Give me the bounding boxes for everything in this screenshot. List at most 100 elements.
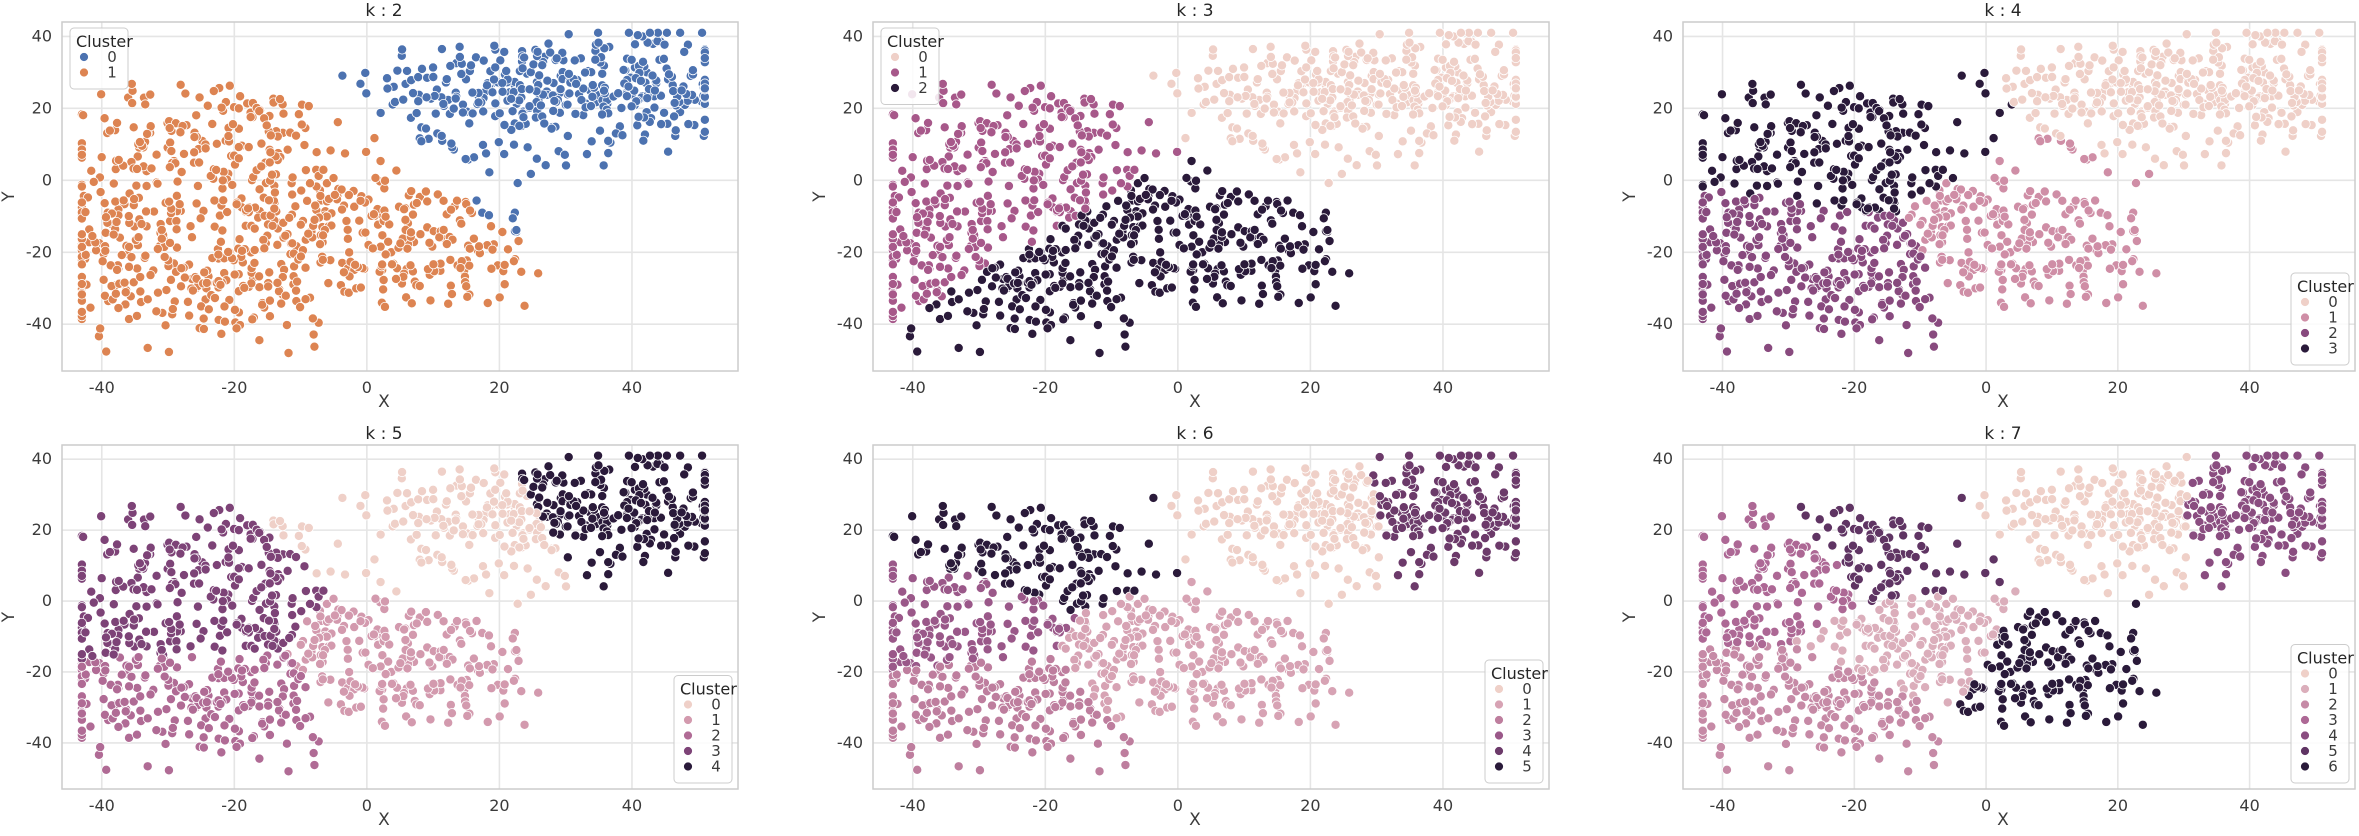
scatter-point bbox=[380, 249, 391, 260]
scatter-point bbox=[156, 653, 167, 664]
scatter-point bbox=[88, 597, 99, 608]
scatter-point bbox=[328, 593, 339, 604]
scatter-point bbox=[1715, 323, 1726, 334]
scatter-point bbox=[340, 148, 351, 159]
scatter-point bbox=[1022, 138, 1033, 149]
scatter-point bbox=[96, 152, 107, 163]
legend-marker bbox=[2300, 312, 2310, 323]
scatter-point bbox=[935, 261, 946, 272]
scatter-point bbox=[87, 651, 98, 662]
scatter-point bbox=[233, 574, 244, 585]
scatter-point bbox=[2154, 100, 2165, 111]
scatter-point bbox=[343, 706, 354, 717]
scatter-point bbox=[227, 540, 238, 551]
scatter-point bbox=[267, 220, 278, 231]
scatter-point bbox=[1336, 168, 1347, 179]
scatter-point bbox=[1165, 215, 1176, 226]
scatter-point bbox=[243, 623, 254, 634]
scatter-point bbox=[292, 276, 303, 287]
scatter-point bbox=[160, 320, 171, 331]
scatter-point bbox=[617, 551, 628, 562]
scatter-point bbox=[1886, 169, 1897, 180]
scatter-point bbox=[1869, 257, 1880, 268]
scatter-point bbox=[1193, 83, 1204, 94]
scatter-point bbox=[2044, 295, 2055, 306]
scatter-point bbox=[2076, 107, 2087, 118]
scatter-point bbox=[338, 686, 349, 697]
scatter-point bbox=[1033, 207, 1044, 218]
scatter-point bbox=[2247, 39, 2258, 50]
scatter-point bbox=[1179, 209, 1190, 220]
scatter-point bbox=[2047, 71, 2058, 82]
scatter-point bbox=[2017, 94, 2028, 105]
scatter-point bbox=[1898, 108, 1909, 119]
scatter-point bbox=[562, 552, 573, 563]
scatter-point bbox=[1197, 259, 1208, 270]
scatter-point bbox=[580, 489, 591, 500]
scatter-point bbox=[245, 112, 256, 123]
scatter-point bbox=[910, 198, 921, 209]
scatter-point bbox=[2064, 204, 2075, 215]
scatter-point bbox=[1785, 162, 1796, 173]
scatter-point bbox=[1839, 301, 1850, 312]
scatter-point bbox=[2196, 83, 2207, 94]
scatter-point bbox=[669, 533, 680, 544]
scatter-point bbox=[1308, 86, 1319, 97]
scatter-point bbox=[1441, 461, 1452, 472]
scatter-point bbox=[540, 581, 551, 592]
scatter-point bbox=[272, 697, 283, 708]
scatter-point bbox=[315, 239, 326, 250]
scatter-point bbox=[1963, 287, 1974, 298]
scatter-point bbox=[382, 495, 393, 506]
scatter-point bbox=[1310, 279, 1321, 290]
scatter-point bbox=[171, 216, 182, 227]
scatter-point bbox=[1075, 157, 1086, 168]
scatter-point bbox=[483, 210, 494, 221]
scatter-point bbox=[296, 606, 307, 617]
scatter-point bbox=[1392, 149, 1403, 160]
scatter-point bbox=[944, 232, 955, 243]
scatter-point bbox=[378, 275, 389, 286]
scatter-point bbox=[142, 550, 153, 561]
scatter-point bbox=[217, 596, 228, 607]
scatter-point bbox=[518, 112, 529, 123]
scatter-point bbox=[2016, 44, 2027, 55]
plot-frame bbox=[1682, 21, 2356, 372]
scatter-point bbox=[942, 163, 953, 174]
scatter-point bbox=[2090, 195, 2101, 206]
scatter-point bbox=[398, 516, 409, 527]
scatter-point bbox=[1763, 342, 1774, 353]
scatter-point bbox=[182, 715, 193, 726]
scatter-point bbox=[1796, 166, 1807, 177]
scatter-point bbox=[1923, 101, 1934, 112]
scatter-point bbox=[1305, 292, 1316, 303]
scatter-point bbox=[1129, 164, 1140, 175]
scatter-point bbox=[76, 617, 87, 628]
scatter-point bbox=[151, 570, 162, 581]
scatter-point bbox=[223, 131, 234, 142]
scatter-point bbox=[699, 53, 710, 64]
scatter-point bbox=[432, 609, 443, 620]
scatter-point bbox=[1869, 245, 1880, 256]
scatter-point bbox=[2177, 149, 2188, 160]
scatter-point bbox=[211, 164, 222, 175]
scatter-point bbox=[1480, 97, 1491, 108]
scatter-point bbox=[1934, 239, 1945, 250]
scatter-point bbox=[424, 657, 435, 668]
scatter-point bbox=[318, 230, 329, 241]
scatter-point bbox=[209, 195, 220, 206]
scatter-point bbox=[1042, 323, 1053, 334]
scatter-point bbox=[187, 285, 198, 296]
scatter-point bbox=[1278, 108, 1289, 119]
scatter-point bbox=[2086, 108, 2097, 119]
scatter-point bbox=[382, 83, 393, 94]
scatter-point bbox=[245, 533, 256, 544]
scatter-point bbox=[1432, 513, 1443, 524]
scatter-point bbox=[134, 137, 145, 148]
scatter-point bbox=[1166, 282, 1177, 293]
scatter-point bbox=[1111, 165, 1122, 176]
scatter-point bbox=[1754, 232, 1765, 243]
scatter-point bbox=[465, 625, 476, 636]
scatter-point bbox=[1024, 249, 1035, 260]
